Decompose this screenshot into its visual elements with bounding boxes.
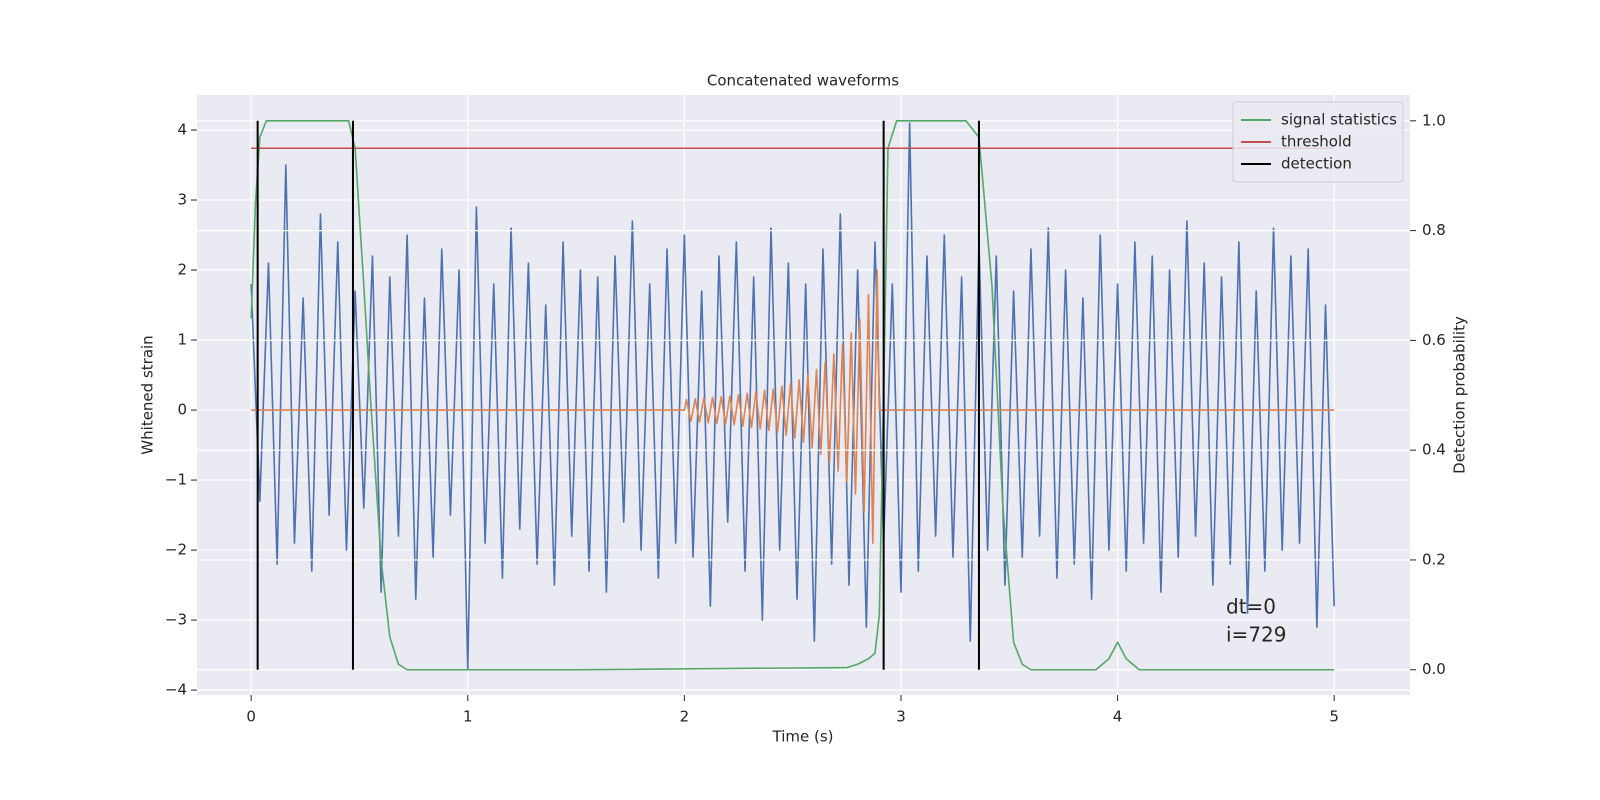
y2-axis-label: Detection probability [1451, 316, 1469, 474]
x-tick-label: 2 [680, 708, 690, 726]
legend-label: threshold [1281, 133, 1352, 151]
y-tick-label: −4 [165, 681, 187, 699]
y-tick-label: −1 [165, 471, 187, 489]
x-tick-label: 4 [1113, 708, 1123, 726]
annotation: i=729 [1226, 623, 1287, 647]
plot-layer [250, 122, 1335, 670]
line-series [251, 269, 1335, 544]
y2-tick-label: 0.4 [1422, 441, 1446, 459]
legend-label: signal statistics [1281, 111, 1397, 129]
y-axis-label: Whitened strain [139, 335, 157, 454]
line-series [250, 122, 1335, 670]
legend-box [1232, 101, 1404, 183]
plot-layer [250, 120, 1335, 671]
x-tick-label: 5 [1329, 708, 1339, 726]
x-tick-label: 3 [896, 708, 906, 726]
y2-tick-label: 1.0 [1422, 111, 1446, 129]
y-tick-label: 0 [177, 401, 187, 419]
annotation: dt=0 [1226, 595, 1276, 619]
legend-label: detection [1281, 155, 1352, 173]
y2-tick-label: 0.2 [1422, 550, 1446, 568]
y-tick-label: 1 [177, 331, 187, 349]
y-tick-label: −3 [165, 611, 187, 629]
y-tick-label: 2 [177, 261, 187, 279]
y2-tick-label: 0.0 [1422, 660, 1446, 678]
x-tick-label: 0 [246, 708, 256, 726]
y-tick-label: 4 [177, 121, 187, 139]
x-axis-label: Time (s) [772, 728, 834, 746]
chart-title: Concatenated waveforms [707, 72, 899, 90]
y-tick-label: −2 [165, 541, 187, 559]
x-tick-label: 1 [463, 708, 473, 726]
y2-tick-label: 0.8 [1422, 221, 1446, 239]
y2-tick-label: 0.6 [1422, 331, 1446, 349]
y-tick-label: 3 [177, 191, 187, 209]
